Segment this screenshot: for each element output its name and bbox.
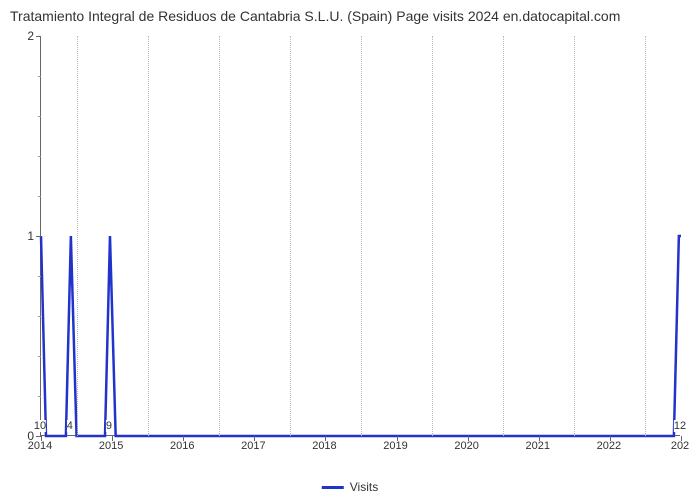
- plot-region: [40, 36, 680, 436]
- y-tick: [36, 236, 41, 237]
- grid-line: [432, 36, 433, 436]
- legend: Visits: [322, 480, 378, 494]
- y-minor-tick: [38, 316, 41, 317]
- legend-swatch: [322, 486, 344, 489]
- x-tick-label: 2015: [99, 440, 123, 452]
- grid-line: [290, 36, 291, 436]
- grid-line: [361, 36, 362, 436]
- legend-label: Visits: [350, 480, 378, 494]
- grid-line: [77, 36, 78, 436]
- value-label: 9: [106, 420, 112, 432]
- x-tick-label: 2017: [241, 440, 265, 452]
- y-minor-tick: [38, 196, 41, 197]
- grid-line: [148, 36, 149, 436]
- x-tick-label: 202: [671, 440, 689, 452]
- grid-line: [574, 36, 575, 436]
- grid-line: [219, 36, 220, 436]
- y-tick: [36, 36, 41, 37]
- x-tick-label: 2016: [170, 440, 194, 452]
- y-tick-label: 1: [4, 229, 34, 243]
- x-tick-label: 2021: [526, 440, 550, 452]
- value-label: 10: [34, 420, 46, 432]
- x-tick-label: 2014: [28, 440, 52, 452]
- x-tick-label: 2020: [454, 440, 478, 452]
- x-tick-label: 2022: [597, 440, 621, 452]
- grid-line: [503, 36, 504, 436]
- value-label: 12: [674, 420, 686, 432]
- y-minor-tick: [38, 356, 41, 357]
- chart-area: 0122014201520162017201820192020202120222…: [40, 36, 680, 436]
- grid-line: [645, 36, 646, 436]
- value-label: 4: [67, 420, 73, 432]
- y-minor-tick: [38, 276, 41, 277]
- y-tick-label: 2: [4, 29, 34, 43]
- y-minor-tick: [38, 116, 41, 117]
- chart-title: Tratamiento Integral de Residuos de Cant…: [0, 0, 700, 28]
- y-minor-tick: [38, 156, 41, 157]
- y-minor-tick: [38, 76, 41, 77]
- x-tick-label: 2018: [312, 440, 336, 452]
- y-minor-tick: [38, 396, 41, 397]
- x-tick-label: 2019: [383, 440, 407, 452]
